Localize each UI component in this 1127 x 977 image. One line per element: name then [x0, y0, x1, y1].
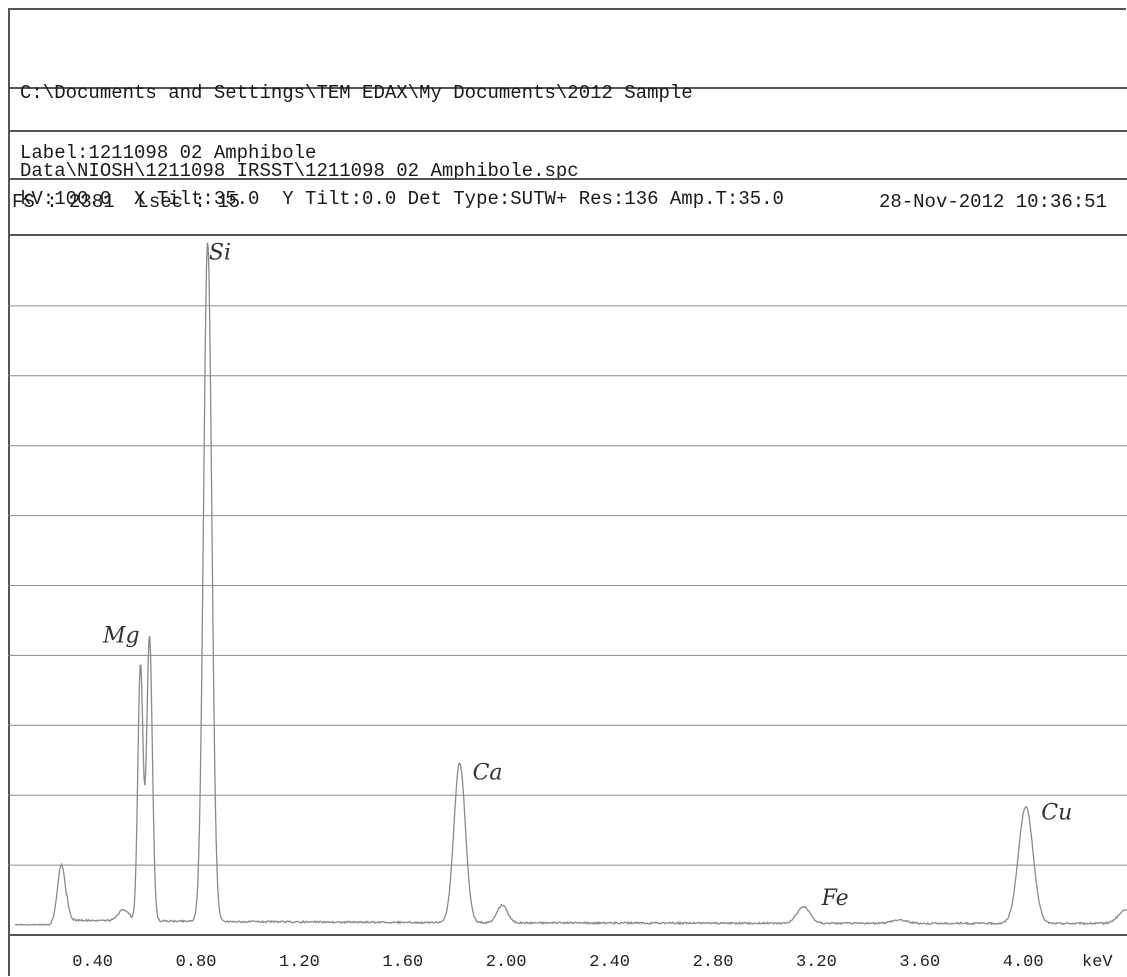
peak-annotation-mg: Mg [102, 623, 140, 648]
x-axis-ticks: 0.40 0.80 1.20 1.60 2.00 2.40 2.80 3.20 3.60 4.00 [72, 953, 1043, 972]
x-axis-unit-label: keV [1082, 953, 1113, 972]
x-tick-label: 3.60 [899, 953, 940, 972]
x-tick-label: 1.60 [382, 953, 423, 972]
file-path: C:\Documents and Settings\TEM EDAX\My Do… [10, 10, 1127, 182]
spectrum-label: Label:1211098 02 Amphibole [20, 142, 317, 164]
spectrum-trace [14, 242, 1127, 926]
x-tick-label: 1.20 [279, 953, 320, 972]
fs-lsec: FS : 2381 Lsec : 15 [12, 191, 241, 213]
grid-lines [8, 305, 1127, 866]
peak-annotation-si: Si [209, 241, 231, 266]
x-tick-label: 3.20 [796, 953, 837, 972]
x-tick-label: 4.00 [1003, 953, 1044, 972]
peak-annotations: Si Mg Ca Fe Cu [102, 241, 1072, 911]
acquisition-params: kV:100.0 X Tilt:35.0 Y Tilt:0.0 Det Type… [20, 188, 784, 210]
x-tick-label: 0.80 [176, 953, 217, 972]
x-tick-label: 2.40 [589, 953, 630, 972]
peak-annotation-cu: Cu [1041, 800, 1072, 825]
fs-row: FS : 2381 Lsec : 15 28-Nov-2012 10:36:51 [10, 180, 1127, 236]
peak-annotation-fe: Fe [821, 886, 849, 911]
report-frame [8, 8, 1126, 976]
acquisition-params-row: kV:100.0 X Tilt:35.0 Y Tilt:0.0 Det Type… [10, 132, 1127, 210]
peak-annotation-ca: Ca [473, 760, 503, 785]
file-path-line1: C:\Documents and Settings\TEM EDAX\My Do… [20, 82, 693, 104]
timestamp: 28-Nov-2012 10:36:51 [878, 191, 1107, 213]
x-tick-label: 0.40 [72, 953, 113, 972]
x-tick-label: 2.00 [486, 953, 527, 972]
x-tick-label: 2.80 [693, 953, 734, 972]
file-path-line2: Data\NIOSH\1211098 IRSST\1211098 02 Amph… [20, 160, 579, 182]
spectrum-label-row: Label:1211098 02 Amphibole [10, 89, 1127, 164]
